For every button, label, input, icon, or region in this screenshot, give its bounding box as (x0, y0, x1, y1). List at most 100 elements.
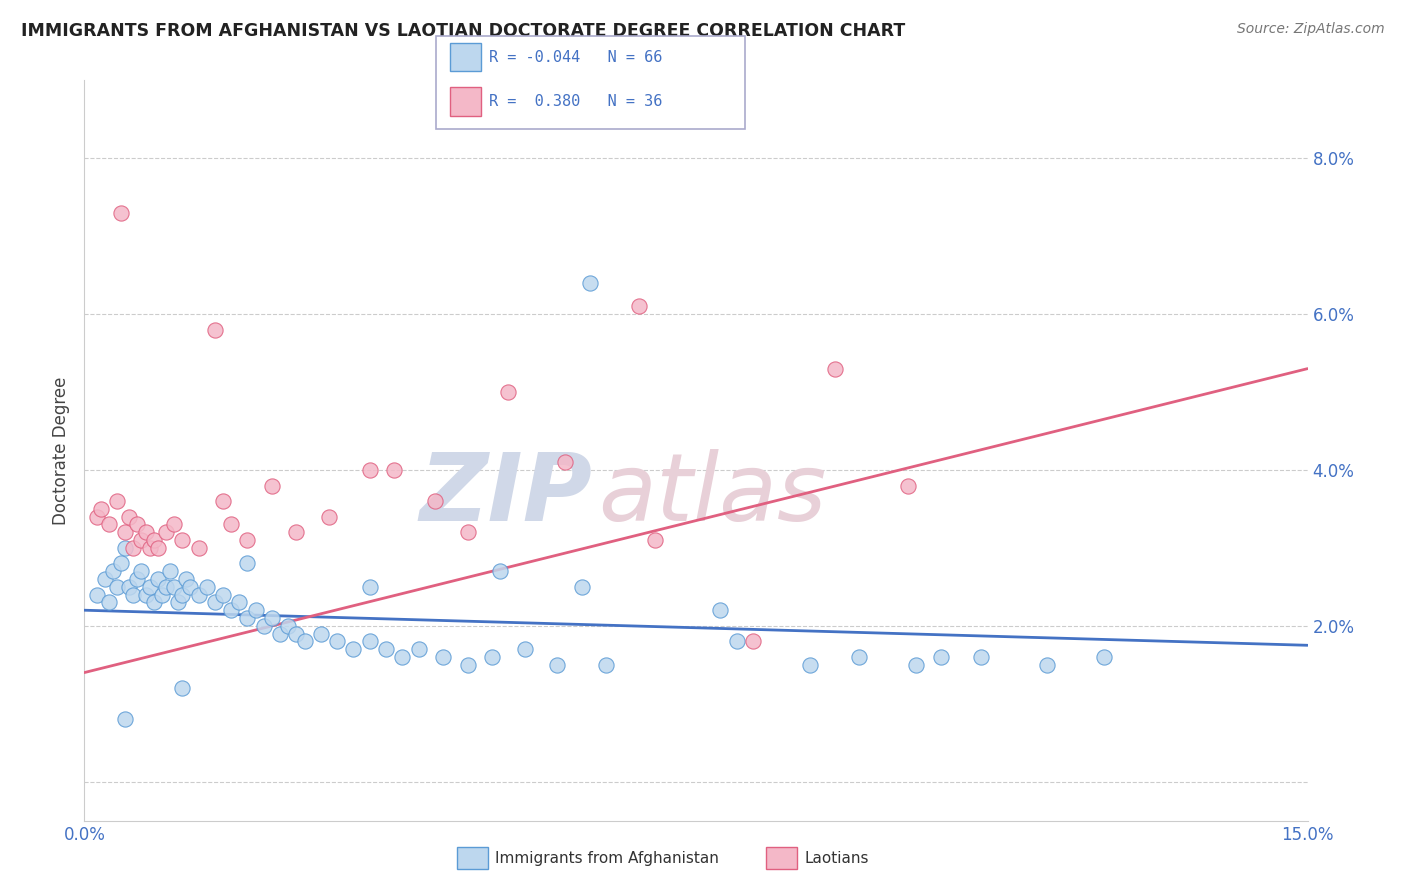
Text: atlas: atlas (598, 450, 827, 541)
Point (195, 580, 218, 594)
Point (905, 657, 928, 672)
Point (138, 541, 160, 555)
Point (260, 611, 283, 625)
Point (135, 588, 157, 602)
Point (571, 580, 593, 594)
Point (423, 494, 446, 508)
Point (93, 572, 115, 586)
Point (212, 494, 235, 508)
Point (897, 478, 920, 492)
Point (212, 588, 235, 602)
Point (146, 541, 169, 555)
Point (142, 533, 165, 547)
Point (219, 517, 242, 532)
Text: R =  0.380   N = 36: R = 0.380 N = 36 (489, 95, 662, 109)
Point (277, 619, 299, 633)
Point (236, 611, 259, 625)
Point (489, 564, 512, 578)
Point (359, 634, 381, 648)
Point (457, 525, 479, 540)
Point (236, 557, 259, 571)
Point (97, 595, 120, 609)
Point (457, 657, 479, 672)
Point (498, 384, 520, 399)
Text: Source: ZipAtlas.com: Source: ZipAtlas.com (1237, 22, 1385, 37)
Point (159, 564, 181, 578)
Text: Laotians: Laotians (804, 851, 869, 865)
Point (131, 564, 153, 578)
Point (204, 323, 226, 337)
Point (929, 650, 952, 665)
Point (236, 533, 259, 547)
Point (122, 588, 145, 602)
Text: R = -0.044   N = 66: R = -0.044 N = 66 (489, 50, 662, 64)
Point (359, 463, 381, 477)
Point (114, 541, 136, 555)
Point (179, 580, 201, 594)
Point (309, 626, 332, 640)
Point (627, 299, 650, 313)
Text: IMMIGRANTS FROM AFGHANISTAN VS LAOTIAN DOCTORATE DEGREE CORRELATION CHART: IMMIGRANTS FROM AFGHANISTAN VS LAOTIAN D… (21, 22, 905, 40)
Point (481, 650, 503, 665)
Point (90, 502, 112, 516)
Point (167, 595, 190, 609)
Point (326, 634, 349, 648)
Point (228, 595, 250, 609)
Text: ZIP: ZIP (419, 449, 592, 541)
Point (644, 533, 666, 547)
Point (172, 681, 194, 695)
Point (375, 642, 398, 657)
Point (150, 588, 173, 602)
Point (142, 595, 165, 609)
Point (709, 603, 731, 617)
Point (105, 494, 128, 508)
Point (204, 595, 226, 609)
Point (294, 634, 316, 648)
Point (408, 642, 430, 657)
Point (342, 642, 364, 657)
Text: Immigrants from Afghanistan: Immigrants from Afghanistan (495, 851, 718, 865)
Point (138, 580, 160, 594)
Point (172, 588, 194, 602)
Point (172, 533, 194, 547)
Point (118, 580, 141, 594)
Point (86, 588, 108, 602)
Point (174, 572, 197, 586)
Point (105, 580, 128, 594)
Point (391, 650, 413, 665)
Point (824, 361, 846, 376)
Point (245, 603, 267, 617)
Point (114, 525, 136, 540)
Point (1092, 650, 1115, 665)
Point (135, 525, 157, 540)
Point (114, 712, 136, 726)
Point (163, 517, 186, 532)
Point (725, 634, 748, 648)
Point (848, 650, 870, 665)
Point (97, 517, 120, 532)
Point (155, 525, 177, 540)
Point (359, 580, 381, 594)
Point (86, 509, 108, 524)
Point (187, 541, 209, 555)
Point (163, 580, 186, 594)
Point (101, 564, 124, 578)
Y-axis label: Doctorate Degree: Doctorate Degree (52, 376, 70, 524)
Point (131, 533, 153, 547)
Point (127, 572, 149, 586)
Point (253, 619, 276, 633)
Point (285, 626, 308, 640)
Point (513, 642, 536, 657)
Point (118, 509, 141, 524)
Point (122, 541, 145, 555)
Point (318, 509, 340, 524)
Point (970, 650, 993, 665)
Point (110, 557, 132, 571)
Point (799, 657, 821, 672)
Point (127, 517, 149, 532)
Point (595, 657, 617, 672)
Point (155, 580, 177, 594)
Point (110, 206, 132, 220)
Point (432, 650, 454, 665)
Point (579, 276, 602, 290)
